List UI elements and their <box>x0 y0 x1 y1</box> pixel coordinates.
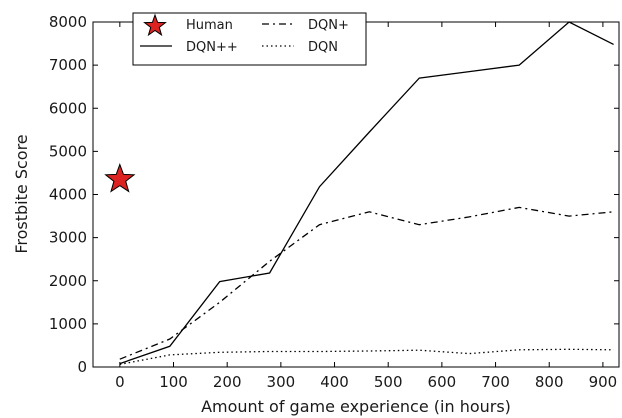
x-tick-label: 100 <box>159 373 188 391</box>
x-tick-label: 400 <box>320 373 349 391</box>
legend-label: Human <box>186 18 233 33</box>
legend-label: DQN+ <box>308 18 349 33</box>
x-tick-label: 600 <box>428 373 457 391</box>
series-line-dqnplus <box>119 206 614 360</box>
plot-area <box>92 21 620 368</box>
y-tick-label: 7000 <box>49 56 87 74</box>
legend-label: DQN <box>308 40 338 55</box>
x-tick-label: 200 <box>213 373 242 391</box>
x-tick-label: 0 <box>115 373 125 391</box>
y-axis-label: Frostbite Score <box>12 134 31 253</box>
legend: Human DQN+ DQN++ DQN <box>132 12 367 66</box>
x-tick-label: 500 <box>374 373 403 391</box>
legend-box <box>132 12 367 66</box>
y-tick-label: 8000 <box>49 13 87 31</box>
human-star-marker <box>104 162 136 193</box>
x-axis-label: Amount of game experience (in hours) <box>201 397 511 416</box>
y-tick-label: 5000 <box>49 142 87 160</box>
y-tick-label: 0 <box>77 358 87 376</box>
x-tick-label: 800 <box>535 373 564 391</box>
x-tick-label: 700 <box>481 373 510 391</box>
y-tick-label: 6000 <box>49 99 87 117</box>
y-tick-label: 1000 <box>49 315 87 333</box>
y-tick-label: 4000 <box>49 186 87 204</box>
legend-star-icon <box>143 13 167 37</box>
y-tick-label: 3000 <box>49 229 87 247</box>
x-tick-label: 900 <box>589 373 618 391</box>
series-line-dqnplusplus <box>119 21 614 365</box>
series-layer <box>119 21 614 366</box>
y-tick-label: 2000 <box>49 272 87 290</box>
axis-ticks: 0 100 200 300 400 500 600 700 800 900 0 1000 2000 300… <box>49 13 619 391</box>
x-tick-label: 300 <box>267 373 296 391</box>
legend-label: DQN++ <box>186 40 238 55</box>
marker-layer <box>104 162 136 193</box>
